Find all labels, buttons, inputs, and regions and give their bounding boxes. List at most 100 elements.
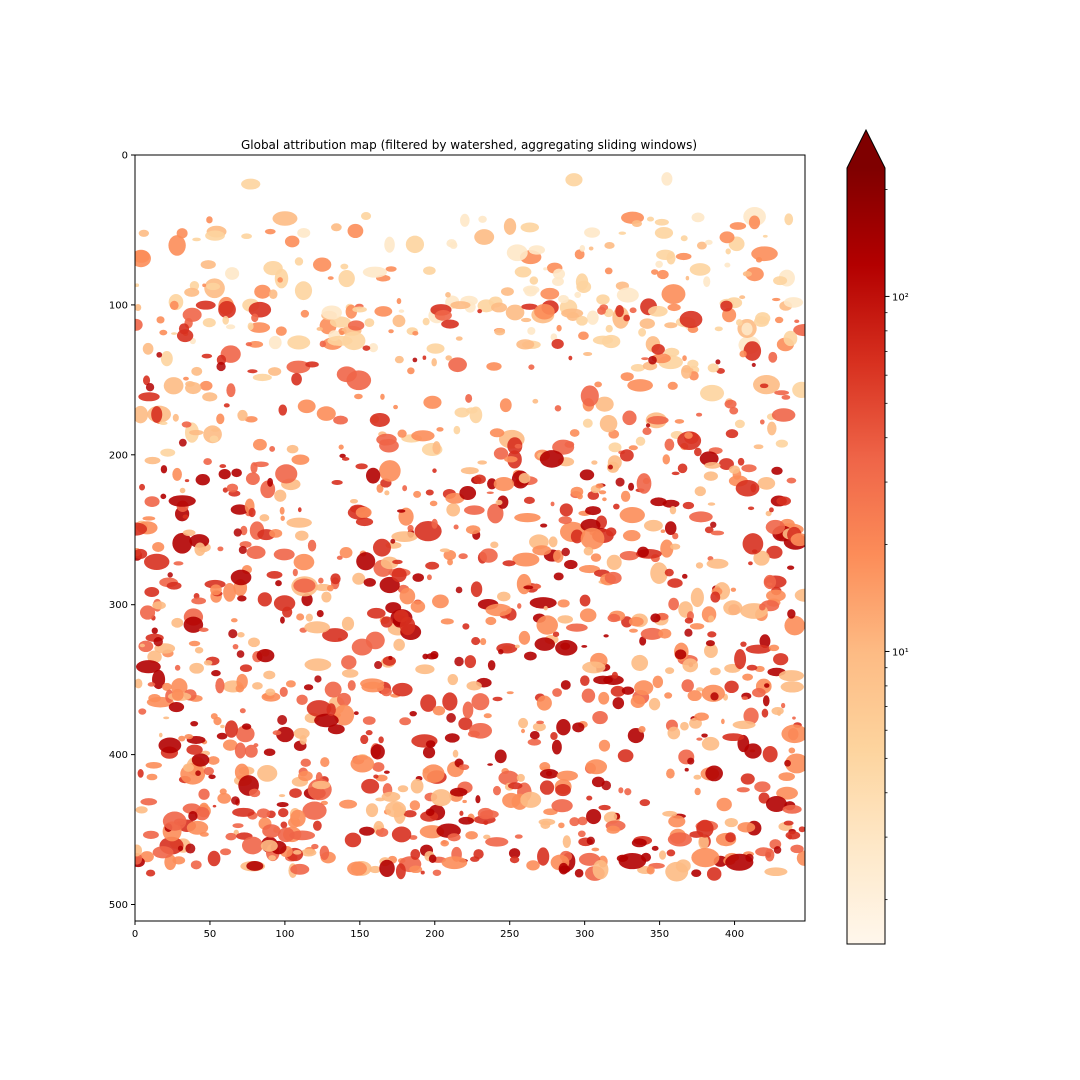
- heatmap-blob: [200, 260, 216, 270]
- heatmap-blob: [331, 223, 342, 232]
- colorbar-gradient: [847, 168, 885, 944]
- heatmap-blob: [493, 476, 515, 492]
- heatmap-blob: [260, 839, 278, 852]
- heatmap-blob: [794, 588, 805, 602]
- heatmap-blob: [615, 305, 624, 318]
- heatmap-blob: [724, 680, 739, 693]
- heatmap-blob: [759, 603, 766, 611]
- heatmap-blob: [514, 644, 520, 649]
- heatmap-blob: [557, 599, 570, 608]
- heatmap-blob: [743, 341, 762, 361]
- heatmap-blob: [195, 474, 210, 486]
- heatmap-blob: [252, 682, 263, 690]
- plot-area: [135, 155, 805, 921]
- heatmap-blob: [666, 768, 675, 779]
- heatmap-hotspot: [277, 715, 288, 725]
- heatmap-blob: [593, 675, 613, 685]
- heatmap-hotspot: [608, 464, 613, 470]
- heatmap-blob: [347, 223, 364, 239]
- x-tick-label-0: 0: [132, 929, 138, 940]
- heatmap-blob: [771, 408, 796, 422]
- heatmap-blob: [514, 266, 532, 278]
- heatmap-blob: [356, 552, 376, 571]
- heatmap-blob: [160, 493, 167, 500]
- heatmap-blob: [280, 616, 285, 624]
- heatmap-blob: [135, 844, 143, 857]
- heatmap-blob: [278, 404, 288, 416]
- heatmap-blob: [159, 421, 168, 426]
- heatmap-blob: [737, 457, 745, 466]
- heatmap-blob: [695, 687, 704, 692]
- heatmap-blob: [576, 280, 592, 293]
- heatmap-blob: [775, 439, 788, 448]
- heatmap-blob: [388, 329, 394, 334]
- heatmap-blob: [257, 765, 278, 782]
- heatmap-blob: [647, 216, 655, 222]
- x-tick-label-250: 250: [500, 929, 519, 940]
- heatmap-blob: [342, 331, 366, 351]
- heatmap-blob: [279, 686, 288, 697]
- heatmap-blob: [292, 568, 298, 577]
- heatmap-blob: [759, 419, 765, 425]
- heatmap-blob: [353, 711, 359, 716]
- heatmap-blob: [163, 377, 184, 395]
- heatmap-blob: [479, 548, 498, 563]
- heatmap-blob: [410, 600, 426, 613]
- heatmap-blob: [514, 512, 541, 523]
- heatmap-blob: [436, 427, 444, 432]
- heatmap-blob: [662, 499, 680, 508]
- heatmap-blob: [790, 844, 804, 854]
- heatmap-blob: [551, 799, 573, 813]
- heatmap-blob: [759, 634, 771, 649]
- heatmap-blob: [409, 835, 418, 840]
- x-tick-label-200: 200: [425, 929, 444, 940]
- heatmap-blob: [543, 267, 548, 271]
- heatmap-hotspot: [601, 780, 612, 791]
- heatmap-blob: [591, 847, 600, 852]
- heatmap-blob: [223, 582, 236, 602]
- heatmap-blob: [449, 787, 468, 797]
- heatmap-blob: [470, 581, 483, 598]
- heatmap-blob: [622, 530, 641, 542]
- heatmap-blob: [556, 324, 562, 332]
- heatmap-blob: [638, 328, 647, 337]
- heatmap-blob: [383, 770, 390, 774]
- heatmap-blob: [787, 565, 795, 570]
- heatmap-blob: [558, 516, 572, 525]
- heatmap-blob: [392, 682, 413, 697]
- heatmap-blob: [403, 810, 417, 818]
- heatmap-blob: [447, 558, 453, 566]
- heatmap-blob: [173, 818, 186, 826]
- heatmap-blob: [339, 546, 353, 559]
- x-tick-label-50: 50: [204, 929, 217, 940]
- heatmap-blob: [393, 638, 405, 651]
- heatmap-blob: [453, 524, 459, 530]
- heatmap-blob: [577, 830, 586, 838]
- heatmap-blob: [176, 329, 194, 343]
- heatmap-blob: [313, 820, 322, 831]
- heatmap-blob: [610, 685, 626, 697]
- heatmap-blob: [331, 480, 343, 485]
- heatmap-blob: [765, 519, 786, 535]
- heatmap-blob: [684, 617, 694, 624]
- heatmap-blob: [595, 396, 614, 412]
- heatmap-blob: [746, 664, 758, 671]
- heatmap-blob: [355, 463, 368, 470]
- heatmap-blob: [252, 438, 267, 451]
- heatmap-blob: [765, 510, 772, 517]
- heatmap-blob: [777, 710, 782, 716]
- heatmap-blob: [138, 229, 150, 237]
- heatmap-blob: [704, 526, 714, 534]
- heatmap-blob: [792, 716, 796, 720]
- heatmap-blob: [675, 859, 691, 873]
- heatmap-blob: [734, 649, 747, 670]
- heatmap-blob: [781, 724, 805, 744]
- heatmap-blob: [395, 863, 406, 880]
- heatmap-blob: [793, 324, 805, 337]
- heatmap-blob: [556, 719, 571, 736]
- heatmap-blob: [506, 691, 514, 695]
- heatmap-blob: [362, 716, 376, 725]
- heatmap-blob: [578, 331, 589, 340]
- heatmap-blob: [411, 430, 435, 442]
- heatmap-blob: [674, 649, 687, 660]
